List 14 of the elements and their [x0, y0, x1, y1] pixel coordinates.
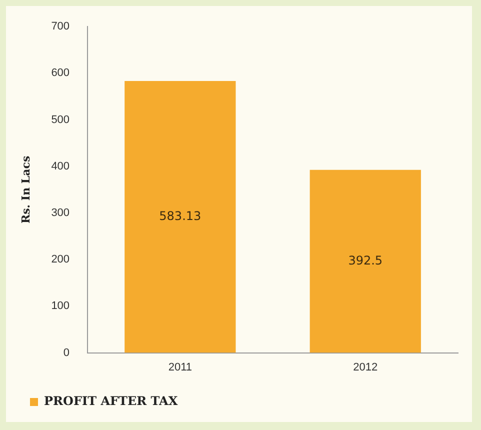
y-tick-label: 200 [51, 254, 70, 266]
y-tick-label: 700 [51, 20, 70, 33]
y-tick-label: 600 [51, 67, 70, 80]
y-tick-label: 300 [51, 207, 70, 220]
x-tick-label: 2012 [353, 361, 378, 374]
data-label: 392.5 [348, 253, 383, 268]
legend-label: PROFIT AFTER TAX [44, 394, 178, 408]
data-label: 583.13 [159, 209, 202, 224]
y-tick-label: 500 [51, 114, 70, 126]
y-tick-label: 100 [51, 300, 70, 312]
y-tick-label: 400 [51, 160, 70, 172]
y-tick-label: 0 [63, 346, 70, 359]
x-tick-label: 2011 [168, 361, 192, 374]
y-axis-title: Rs. In Lacs [19, 156, 32, 224]
